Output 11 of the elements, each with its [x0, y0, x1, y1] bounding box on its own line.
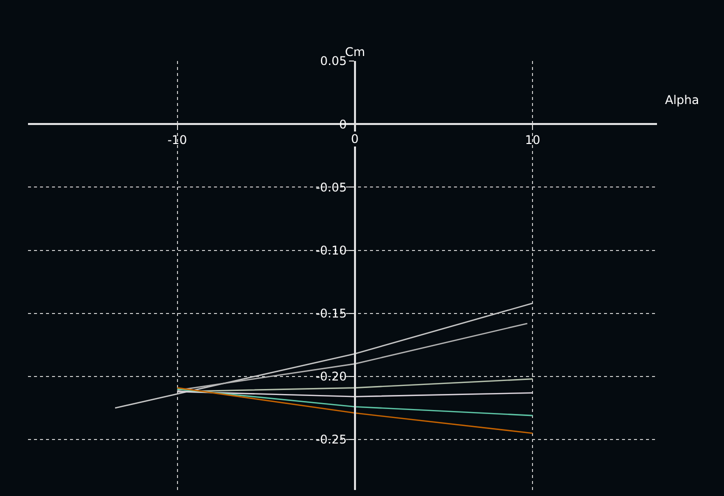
x-axis-title: Alpha	[665, 93, 700, 107]
y-tick-label: -0.20	[316, 370, 347, 384]
y-tick-label: -0.05	[316, 180, 347, 194]
y-tick-label: 0.05	[320, 54, 347, 68]
y-tick-label: -0.15	[316, 306, 347, 321]
x-tick-label: -10	[167, 133, 188, 148]
x-tick-label: 10	[524, 133, 540, 148]
y-tick-label: -0.10	[316, 243, 347, 258]
y-axis-title: Cm	[345, 45, 366, 59]
y-tick-label: -0.25	[316, 432, 347, 447]
x-tick-label: 0	[351, 132, 359, 146]
